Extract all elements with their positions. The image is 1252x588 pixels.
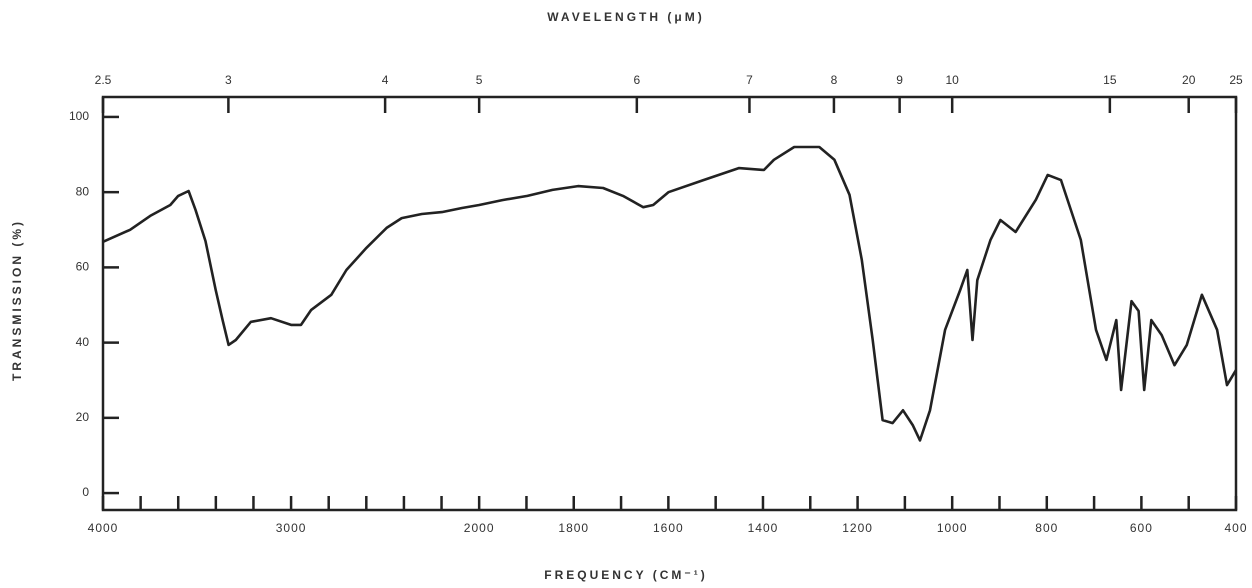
plot-frame — [101, 95, 1238, 512]
top-tick-label: 8 — [831, 73, 838, 87]
x-tick-label: 2000 — [464, 521, 495, 535]
y-tick-label: 0 — [82, 485, 89, 499]
y-tick-label: 40 — [76, 335, 90, 349]
x-tick-label: 400 — [1224, 521, 1247, 535]
top-tick-label: 6 — [633, 73, 640, 87]
x-tick-label: 600 — [1130, 521, 1153, 535]
x-tick-label: 1000 — [937, 521, 968, 535]
top-tick-label: 5 — [476, 73, 483, 87]
top-tick-label: 9 — [896, 73, 903, 87]
x-tick-label: 4000 — [88, 521, 119, 535]
spectrum-line — [102, 145, 1238, 442]
x-tick-label: 800 — [1035, 521, 1058, 535]
x-tick-label: 1400 — [748, 521, 779, 535]
top-tick-label: 2.5 — [95, 73, 112, 87]
y-tick-label: 100 — [69, 109, 89, 123]
y-axis-title: TRANSMISSION (%) — [10, 219, 24, 381]
y-tick-label: 60 — [76, 260, 90, 274]
top-tick-label: 25 — [1229, 73, 1243, 87]
top-tick-label: 7 — [746, 73, 753, 87]
top-tick-label: 10 — [946, 73, 960, 87]
x-tick-label: 3000 — [276, 521, 307, 535]
y-tick-label: 80 — [76, 184, 90, 198]
top-tick-label: 3 — [225, 73, 232, 87]
y-tick-label: 20 — [76, 410, 90, 424]
top-tick-label: 4 — [382, 73, 389, 87]
top-tick-label: 20 — [1182, 73, 1196, 87]
x-tick-label: 1800 — [558, 521, 589, 535]
top-axis-title: WAVELENGTH (μM) — [547, 10, 704, 24]
x-tick-label: 1200 — [842, 521, 873, 535]
x-axis-title: FREQUENCY (CM⁻¹) — [544, 568, 707, 582]
x-tick-label: 1600 — [653, 521, 684, 535]
top-tick-label: 15 — [1103, 73, 1117, 87]
